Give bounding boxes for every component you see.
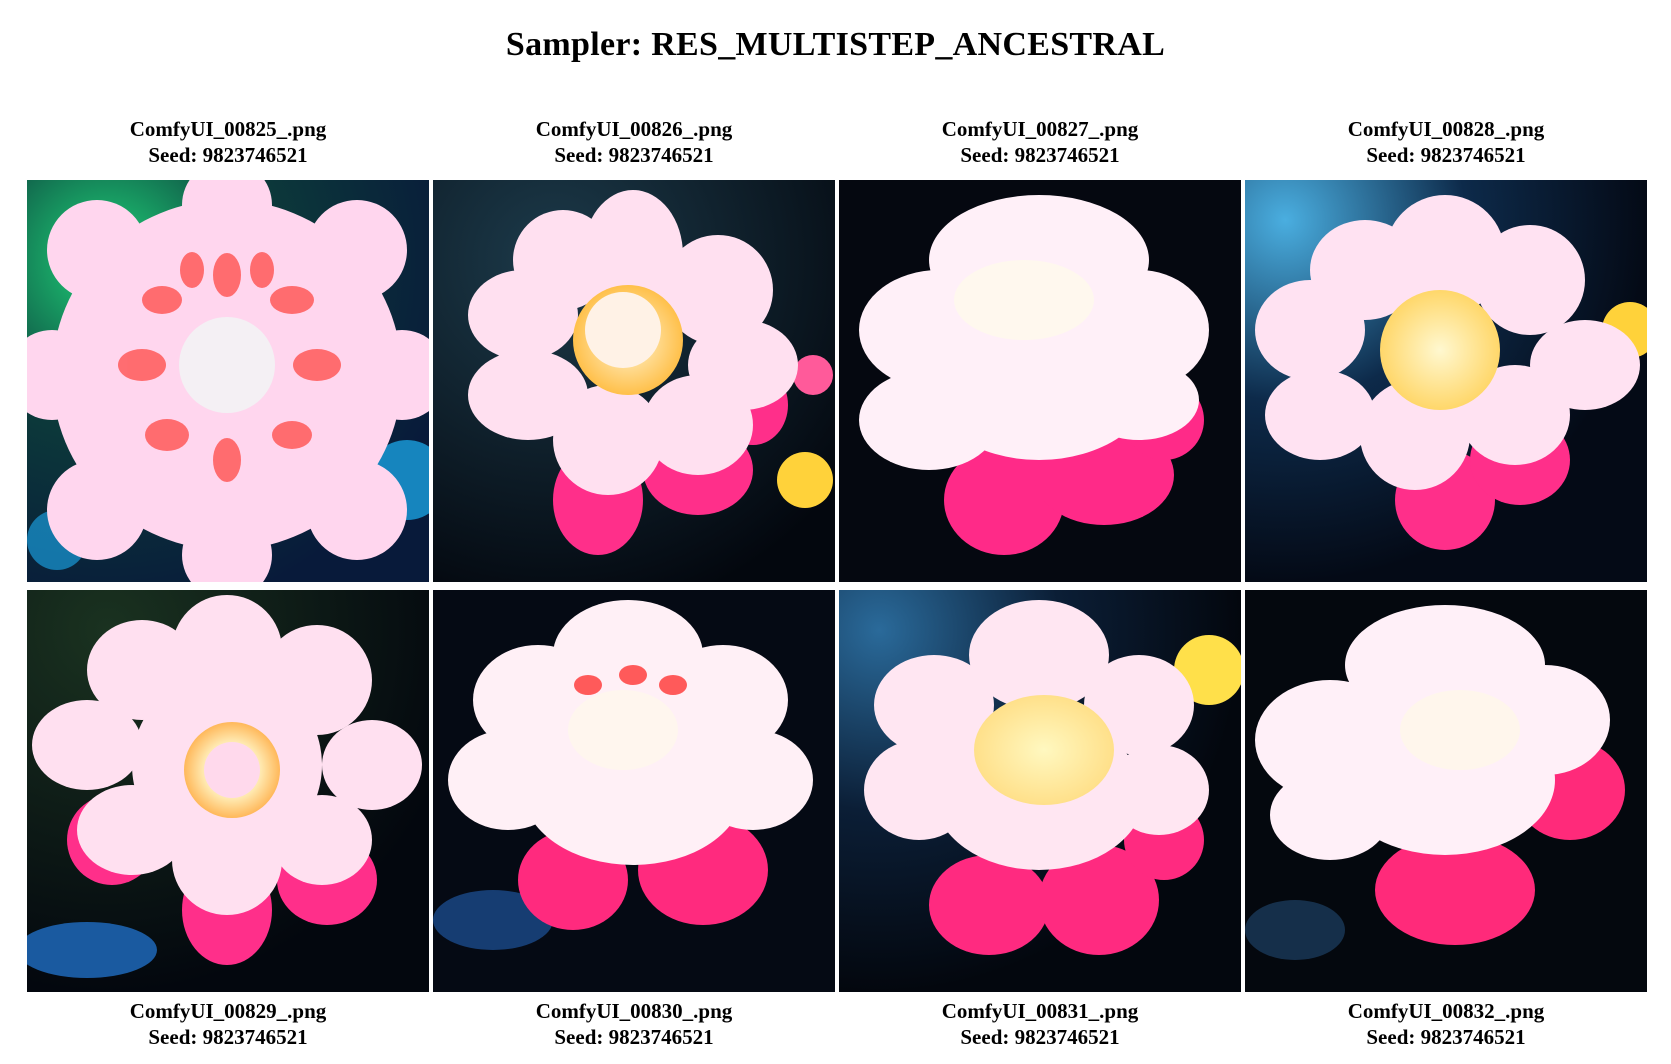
- image-filename: ComfyUI_00832_.png: [1347, 999, 1545, 1023]
- flower-icon: [1245, 180, 1647, 582]
- image-seed: Seed: 9823746521: [1366, 1025, 1526, 1049]
- image-tile[interactable]: [1245, 180, 1647, 582]
- image-filename: ComfyUI_00826_.png: [535, 117, 733, 141]
- flower-icon: [839, 180, 1241, 582]
- image-tile[interactable]: [839, 180, 1241, 582]
- image-tile[interactable]: [1245, 590, 1647, 992]
- flower-icon: [27, 180, 429, 582]
- image-seed: Seed: 9823746521: [554, 1025, 714, 1049]
- flower-icon: [1245, 590, 1647, 992]
- image-filename: ComfyUI_00828_.png: [1347, 117, 1545, 141]
- image-filename: ComfyUI_00829_.png: [129, 999, 327, 1023]
- image-seed: Seed: 9823746521: [148, 1025, 308, 1049]
- image-caption: ComfyUI_00830_.png Seed: 9823746521: [433, 998, 835, 1050]
- image-tile[interactable]: [433, 590, 835, 992]
- flower-icon: [839, 590, 1241, 992]
- image-caption: ComfyUI_00831_.png Seed: 9823746521: [839, 998, 1241, 1050]
- image-caption: ComfyUI_00828_.png Seed: 9823746521: [1245, 116, 1647, 168]
- image-filename: ComfyUI_00825_.png: [129, 117, 327, 141]
- image-seed: Seed: 9823746521: [148, 143, 308, 167]
- image-filename: ComfyUI_00827_.png: [941, 117, 1139, 141]
- image-caption: ComfyUI_00832_.png Seed: 9823746521: [1245, 998, 1647, 1050]
- image-filename: ComfyUI_00830_.png: [535, 999, 733, 1023]
- image-seed: Seed: 9823746521: [960, 1025, 1120, 1049]
- image-caption: ComfyUI_00826_.png Seed: 9823746521: [433, 116, 835, 168]
- image-tile[interactable]: [433, 180, 835, 582]
- image-seed: Seed: 9823746521: [554, 143, 714, 167]
- image-caption: ComfyUI_00825_.png Seed: 9823746521: [27, 116, 429, 168]
- image-caption: ComfyUI_00829_.png Seed: 9823746521: [27, 998, 429, 1050]
- flower-icon: [433, 180, 835, 582]
- flower-icon: [433, 590, 835, 992]
- flower-icon: [27, 590, 429, 992]
- image-seed: Seed: 9823746521: [1366, 143, 1526, 167]
- image-tile[interactable]: [839, 590, 1241, 992]
- image-caption: ComfyUI_00827_.png Seed: 9823746521: [839, 116, 1241, 168]
- image-tile[interactable]: [27, 180, 429, 582]
- image-tile[interactable]: [27, 590, 429, 992]
- grid-title: Sampler: RES_MULTISTEP_ANCESTRAL: [505, 26, 1166, 63]
- image-filename: ComfyUI_00831_.png: [941, 999, 1139, 1023]
- image-seed: Seed: 9823746521: [960, 143, 1120, 167]
